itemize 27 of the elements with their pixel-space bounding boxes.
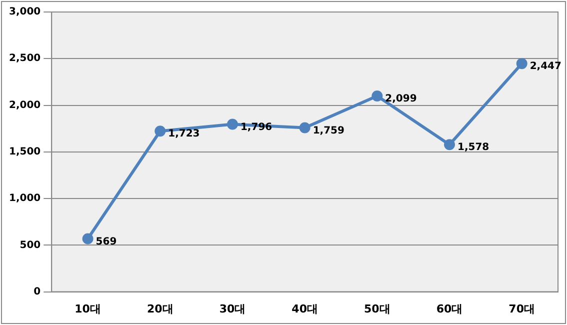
x-tick-label: 40대	[292, 302, 318, 316]
point	[154, 126, 166, 137]
x-tick-label: 20대	[146, 302, 174, 316]
data-label: 2,099	[385, 94, 417, 105]
x-tick-label: 50대	[364, 302, 390, 316]
data-label: 1,578	[457, 142, 490, 154]
data-label: 1,723	[168, 128, 200, 140]
y-tick-label: 2,000	[8, 100, 41, 111]
y-tick-label: 1,500	[8, 146, 41, 158]
point	[516, 58, 528, 70]
data-label: 1,759	[312, 125, 344, 136]
x-tick-label: 70대	[508, 302, 535, 316]
y-tick-label: 3,000	[8, 6, 41, 18]
point	[444, 139, 455, 150]
y-tick-label: 0	[34, 286, 41, 298]
y-tick-label: 2,500	[8, 53, 41, 64]
x-tick-label: 60대	[436, 302, 463, 316]
data-label: 569	[96, 236, 117, 248]
point	[299, 122, 310, 134]
y-tick-label: 1,000	[8, 193, 41, 204]
data-label: 2,447	[530, 61, 562, 72]
point	[226, 118, 238, 130]
point	[372, 90, 383, 102]
y-tick-label: 500	[20, 240, 41, 251]
point	[82, 233, 94, 244]
x-tick-label: 10대	[74, 302, 101, 316]
x-tick-label: 30대	[219, 302, 246, 316]
